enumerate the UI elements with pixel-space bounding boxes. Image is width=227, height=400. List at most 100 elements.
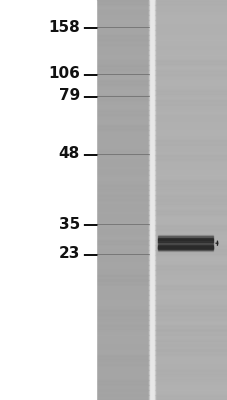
Bar: [95, 95, 149, 100]
Bar: [95, 105, 149, 110]
Bar: [158, 236, 212, 238]
Bar: [154, 0, 227, 400]
Bar: [95, 75, 149, 80]
Bar: [95, 15, 149, 20]
Bar: [95, 140, 149, 146]
Bar: [154, 245, 227, 250]
Bar: [95, 315, 149, 320]
Bar: [154, 280, 227, 285]
Text: 23: 23: [58, 246, 79, 262]
Bar: [154, 225, 227, 230]
Bar: [95, 20, 149, 25]
Bar: [154, 380, 227, 385]
Bar: [95, 100, 149, 105]
Bar: [154, 295, 227, 300]
Text: 35: 35: [58, 216, 79, 232]
Bar: [158, 248, 212, 250]
Bar: [95, 310, 149, 315]
Bar: [95, 205, 149, 210]
Bar: [95, 45, 149, 50]
Bar: [95, 160, 149, 166]
Bar: [95, 255, 149, 260]
Bar: [95, 230, 149, 235]
Text: 48: 48: [58, 146, 79, 162]
Bar: [95, 50, 149, 55]
Bar: [154, 20, 227, 25]
Bar: [154, 375, 227, 380]
Bar: [154, 205, 227, 210]
Bar: [95, 235, 149, 240]
Bar: [95, 150, 149, 155]
Bar: [154, 305, 227, 310]
Bar: [154, 290, 227, 295]
Text: —: —: [82, 88, 97, 104]
Bar: [95, 240, 149, 245]
Bar: [95, 40, 149, 45]
Bar: [95, 125, 149, 130]
Bar: [158, 241, 212, 243]
Bar: [0, 0, 95, 400]
Bar: [154, 135, 227, 140]
Bar: [95, 220, 149, 226]
Bar: [95, 90, 149, 95]
Bar: [154, 360, 227, 366]
Bar: [154, 65, 227, 70]
Bar: [95, 175, 149, 180]
Bar: [154, 80, 227, 85]
Bar: [95, 280, 149, 285]
Bar: [95, 380, 149, 385]
Bar: [154, 195, 227, 200]
Bar: [154, 85, 227, 90]
Bar: [154, 310, 227, 315]
Bar: [95, 350, 149, 355]
Text: 79: 79: [58, 88, 79, 104]
Bar: [154, 320, 227, 325]
Bar: [95, 30, 149, 35]
Bar: [95, 0, 149, 5]
Bar: [154, 330, 227, 335]
Bar: [154, 265, 227, 270]
Bar: [95, 320, 149, 325]
Bar: [154, 385, 227, 390]
Bar: [154, 270, 227, 275]
Bar: [95, 55, 149, 60]
Bar: [95, 345, 149, 350]
Bar: [154, 185, 227, 190]
Bar: [158, 247, 212, 249]
Bar: [95, 0, 149, 400]
Bar: [95, 80, 149, 85]
Bar: [154, 300, 227, 306]
Bar: [95, 265, 149, 270]
Bar: [95, 340, 149, 345]
Bar: [95, 130, 149, 135]
Bar: [95, 305, 149, 310]
Bar: [95, 250, 149, 255]
Bar: [95, 395, 149, 400]
Bar: [95, 60, 149, 65]
Bar: [154, 50, 227, 55]
Bar: [154, 115, 227, 120]
Bar: [154, 240, 227, 245]
Bar: [95, 375, 149, 380]
Bar: [95, 180, 149, 186]
Bar: [154, 105, 227, 110]
Bar: [158, 238, 212, 239]
Bar: [95, 155, 149, 160]
Bar: [95, 165, 149, 170]
Text: —: —: [82, 246, 97, 262]
Bar: [154, 40, 227, 45]
Bar: [95, 35, 149, 40]
Bar: [95, 275, 149, 280]
Text: —: —: [82, 146, 97, 162]
Bar: [154, 210, 227, 215]
Bar: [154, 125, 227, 130]
Bar: [154, 200, 227, 206]
Bar: [154, 260, 227, 266]
Bar: [95, 370, 149, 375]
Bar: [154, 355, 227, 360]
Bar: [95, 135, 149, 140]
Bar: [154, 220, 227, 226]
Bar: [95, 335, 149, 340]
Bar: [154, 100, 227, 105]
Bar: [95, 145, 149, 150]
